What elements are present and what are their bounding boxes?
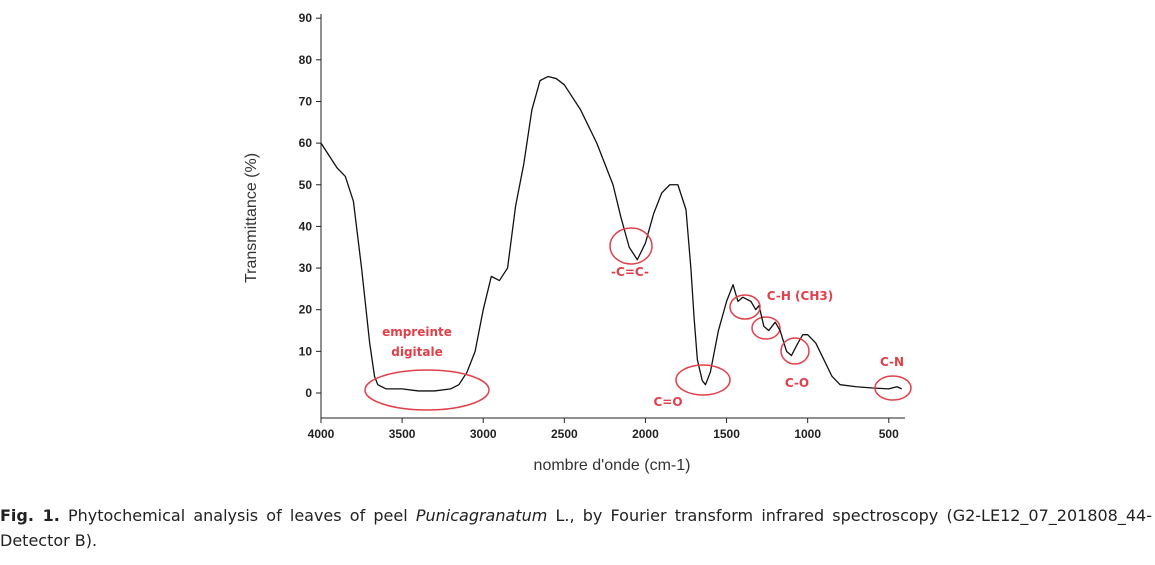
annotation-ellipse [780, 337, 810, 365]
y-tick-label: 30 [299, 261, 313, 275]
x-tick-label: 2500 [551, 427, 578, 441]
x-tick-label: 3500 [389, 427, 416, 441]
x-tick-label: 1500 [713, 427, 740, 441]
x-tick-label: 1000 [794, 427, 821, 441]
annotation-ellipse [675, 364, 731, 396]
caption-label: Fig. 1. [0, 506, 60, 525]
annotation-label: C-O [785, 376, 809, 390]
y-tick-label: 90 [299, 11, 313, 25]
y-axis-label: Transmittance (%) [243, 153, 260, 283]
annotation-label: empreinte [382, 325, 452, 339]
annotation-label: C=O [653, 395, 682, 409]
chart: nombre d'onde (cm-1) Transmittance (%) 0… [243, 11, 912, 474]
annotation-label: digitale [391, 345, 443, 359]
y-tick-label: 60 [299, 136, 313, 150]
y-tick-label: 70 [299, 94, 313, 108]
annotation-label: -C=C- [611, 265, 649, 279]
y-tick-label: 20 [299, 303, 313, 317]
annotation-label: C-N [880, 355, 904, 369]
x-tick-label: 3000 [470, 427, 497, 441]
x-tick-label: 500 [879, 427, 899, 441]
x-tick-label: 4000 [308, 427, 335, 441]
y-tick-label: 40 [299, 219, 313, 233]
annotation-ellipse [364, 369, 490, 411]
caption: Fig. 1. Phytochemical analysis of leaves… [0, 503, 1152, 553]
annotation-label: C-H (CH3) [767, 289, 833, 303]
spectrum-line [320, 75, 903, 392]
caption-italic: Punicagranatum [415, 506, 548, 525]
x-axis-label: nombre d'onde (cm-1) [534, 457, 691, 474]
annotation-ellipse [874, 375, 912, 401]
caption-text: L., by Fourier transform infrared spectr… [0, 506, 1152, 550]
y-tick-label: 0 [305, 386, 312, 400]
caption-text: Phytochemical analysis of leaves of peel [67, 506, 408, 525]
annotation-ellipse [729, 294, 761, 320]
y-tick-label: 10 [299, 344, 313, 358]
annotation-ellipse [751, 316, 781, 340]
y-tick-label: 50 [299, 178, 313, 192]
x-tick-label: 2000 [632, 427, 659, 441]
y-tick-label: 80 [299, 53, 313, 67]
annotation-ellipse [609, 227, 653, 265]
